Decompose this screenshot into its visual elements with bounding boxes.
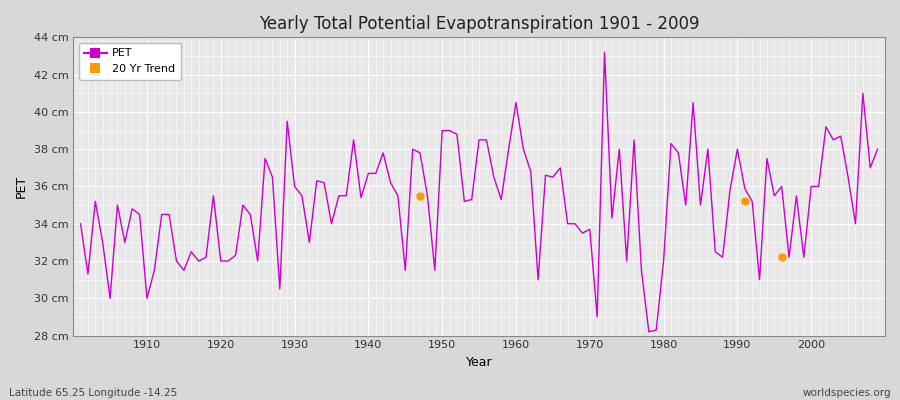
Text: Latitude 65.25 Longitude -14.25: Latitude 65.25 Longitude -14.25 xyxy=(9,388,177,398)
Legend: PET, 20 Yr Trend: PET, 20 Yr Trend xyxy=(78,43,181,80)
Y-axis label: PET: PET xyxy=(15,175,28,198)
X-axis label: Year: Year xyxy=(466,356,492,369)
Text: worldspecies.org: worldspecies.org xyxy=(803,388,891,398)
Title: Yearly Total Potential Evapotranspiration 1901 - 2009: Yearly Total Potential Evapotranspiratio… xyxy=(259,15,699,33)
